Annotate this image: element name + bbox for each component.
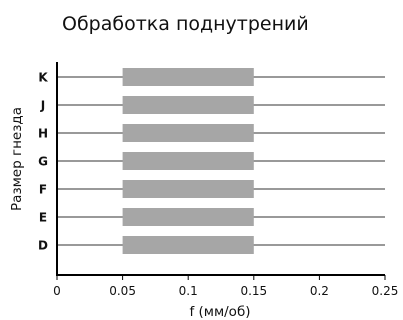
y-tick-label-F: F [39,183,47,197]
x-tick-label-4: 0.2 [310,284,329,298]
y-tick-label-G: G [38,155,48,169]
bar-H [122,124,254,142]
y-tick-label-J: J [40,99,45,113]
x-tick-label-2: 0.1 [179,284,198,298]
y-tick-label-E: E [39,211,47,225]
bar-J [122,96,254,114]
x-tick-label-0: 0 [53,284,61,298]
bar-D [122,236,254,254]
y-tick-label-K: K [38,71,48,85]
bar-G [122,152,254,170]
bar-E [122,208,254,226]
y-tick-label-H: H [38,127,48,141]
y-tick-label-D: D [38,239,48,253]
chart-title: Обработка поднутрений [62,13,309,35]
x-tick-label-5: 0.25 [372,284,399,298]
x-tick-label-3: 0.15 [240,284,267,298]
x-tick-label-1: 0.05 [109,284,136,298]
y-axis-label: Размер гнезда [9,107,25,211]
x-axis-label: f (мм/об) [189,304,250,320]
bar-K [122,68,254,86]
bar-F [122,180,254,198]
